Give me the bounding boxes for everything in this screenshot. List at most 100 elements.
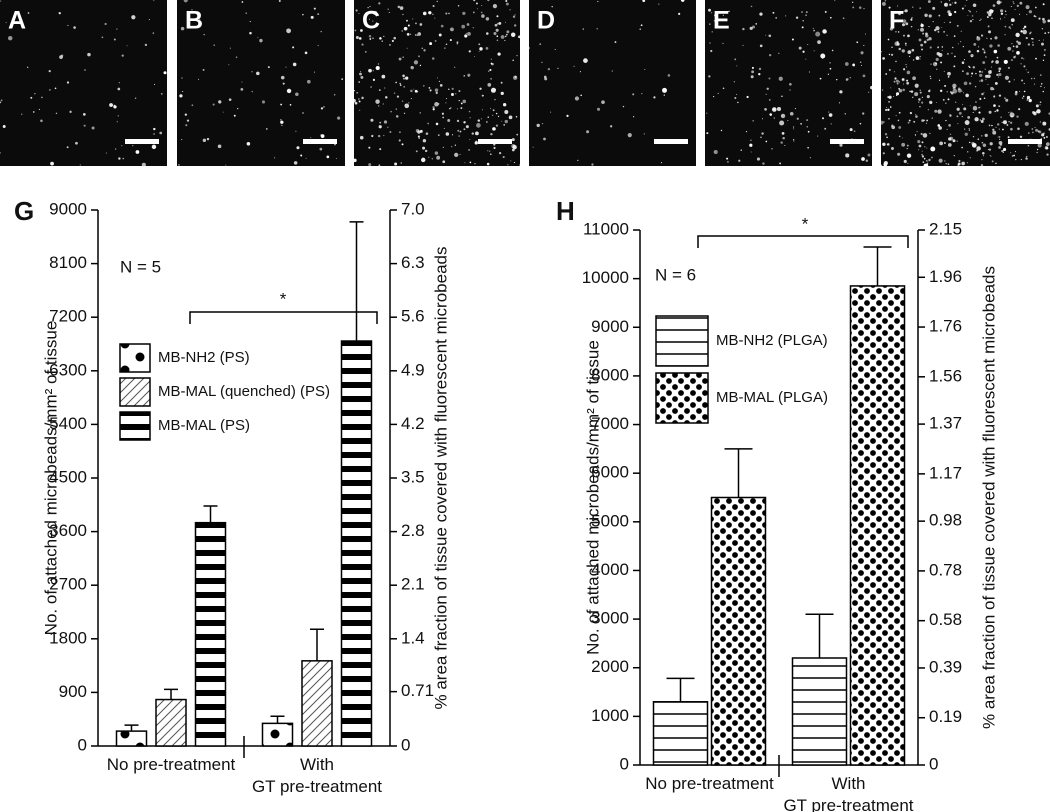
microbead [964,128,966,130]
microbead [935,26,940,31]
microbead [1002,120,1007,125]
microbead [121,54,124,57]
microbead [762,162,765,165]
microbead [884,133,888,136]
microbead [1011,42,1013,45]
microbead [118,157,121,160]
microbead [893,80,896,83]
microbead [333,94,336,96]
microbead [740,149,742,151]
microbead [434,40,437,42]
microbead [943,70,945,73]
microbead [632,93,635,96]
microbead [910,25,913,28]
microbead [962,46,964,48]
microbead [50,161,54,166]
microbead [982,48,985,51]
microbead [428,11,432,15]
microbead [1043,87,1046,89]
microbead [449,39,452,42]
microbead [237,108,239,110]
microbead [461,24,466,29]
microbead [966,0,968,1]
microbead [961,61,965,64]
microbead [882,89,884,91]
microbead [543,75,547,79]
microbead [436,77,438,79]
microbead [1038,39,1040,41]
microbead [377,63,380,65]
microbead [1022,27,1025,30]
microbead [1034,83,1036,85]
microbead [1004,25,1007,28]
microbead [354,101,358,105]
microbead [820,53,826,59]
microbead [993,104,996,107]
microbead [988,12,992,17]
microbead [369,38,372,40]
microbead [998,136,1001,138]
microbead [286,88,292,94]
microbead [509,9,511,11]
tick-label: 6.3 [401,253,425,272]
microbead [251,71,253,73]
microbead [639,28,642,30]
microbead [898,111,901,114]
microbead [367,6,369,9]
microbead [944,84,947,87]
x-tick-label: With GT pre-treatment [783,774,914,812]
microbead [378,125,382,129]
tick-label: 0.58 [929,610,962,629]
microbead [500,81,503,84]
microbead [936,52,940,56]
microbead [801,26,804,29]
microbead [358,37,362,40]
microbead [961,146,963,149]
microbead [1001,121,1003,124]
microbead [935,57,939,62]
microbead [939,141,943,146]
microbead [510,32,516,37]
microbead [996,123,1000,126]
microbead [105,152,107,154]
microbead [882,152,885,155]
microbead [377,105,380,107]
panel-label: C [362,7,380,35]
micrograph [0,0,167,166]
microbead [304,51,308,55]
microbead [938,79,941,81]
microbead [909,111,913,115]
microbead [1031,77,1033,80]
microbead [978,46,980,48]
microbead [828,111,830,113]
microbead [118,82,120,84]
microbead [1033,77,1036,80]
microbead [895,114,897,117]
microbead [893,96,895,98]
microbead [113,105,117,109]
microbead [947,163,950,165]
microbead [972,105,978,111]
tick-label: 6300 [49,360,87,379]
microbead [447,118,451,122]
microbead [667,74,671,77]
microbead [389,131,392,133]
microbead [476,2,478,5]
microbead [317,13,320,16]
microbead [844,113,846,115]
microbead [440,24,444,28]
microbead [734,96,737,99]
panel-label: F [889,7,904,35]
microbead [966,72,969,76]
microbead [984,68,986,70]
microbead [904,42,907,45]
microbead [996,56,999,59]
microbead [504,110,509,115]
microbead [548,12,552,16]
microbead [905,44,907,46]
microbead [79,164,81,166]
microbead [463,128,466,131]
microbead [479,47,483,51]
microbead [375,65,380,71]
microbead [431,57,435,60]
